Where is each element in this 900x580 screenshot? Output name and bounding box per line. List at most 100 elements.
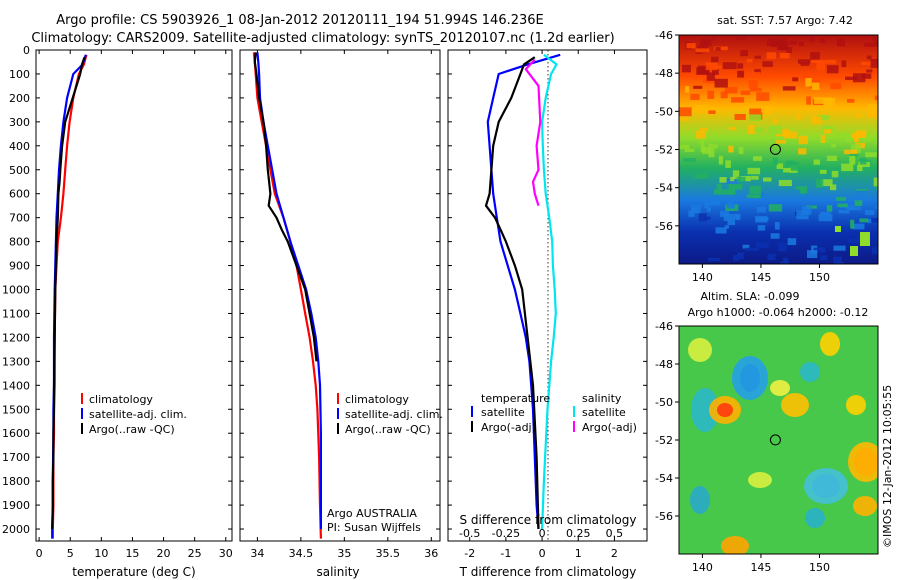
sla-map-title-line2: Argo h1000: -0.064 h2000: -0.12 [688,306,869,319]
salinity-annotation-line2: PI: Susan Wijffels [327,521,421,534]
y-tick-label: 900 [9,260,30,273]
sst-pixel [787,238,797,246]
salinity-tick-label: -0.5 [459,527,480,540]
x-tick-label: 1 [575,547,582,560]
sst-pixel [707,90,715,99]
sst-pixel [683,158,696,162]
sst-pixel [724,86,738,94]
sst-pixel [874,95,878,101]
sst-pixel [753,156,762,161]
sst-pixel [867,218,873,224]
sst-pixel [685,86,690,93]
y-tick-label: 800 [9,236,30,249]
sst-pixel [728,183,743,190]
sst-pixel [810,52,820,60]
sla-eddy [688,338,712,362]
sst-pixel [844,149,858,155]
sst-pixel [871,217,878,223]
sst-pixel [818,214,833,222]
sst-pixel [695,48,710,53]
sla-eddy [853,496,877,516]
sst-pixel [871,36,878,42]
sst-pixel [845,76,857,80]
x-tick-label: 25 [188,547,202,560]
sst-pixel [737,70,745,78]
sst-pixel [835,133,848,137]
sst-pixel [845,138,853,143]
sst-pixel [728,127,737,131]
sst-pixel [708,144,718,149]
sst-pixel [757,225,766,231]
x-tick-label: 34 [250,547,264,560]
sst-pixel [754,69,761,74]
map-x-tick-label: 145 [750,271,771,284]
x-tick-label: -2 [464,547,475,560]
sla-map-panel: Altim. SLA: -0.099 Argo h1000: -0.064 h2… [655,290,879,574]
x-tick-label: 36 [424,547,438,560]
sst-pixel [848,238,860,243]
sst-pixel [820,255,828,261]
sst-pixel [740,176,751,182]
sst-pixel [753,194,761,199]
differences-salinity-ticks: -0.5 -0.25 0 0.25 0.5 [459,527,623,540]
sst-pixel [813,159,821,165]
sst-pixel [725,160,731,168]
sst-pixel [715,46,721,51]
sst-pixel [699,38,712,47]
temperature-x-ticks: 0 5 10 15 20 25 30 [36,50,233,560]
y-tick-label: 1100 [2,307,30,320]
sst-pixel [865,152,877,158]
sst-pixel [699,138,705,145]
sst-pixel [708,110,716,115]
sst-pixel [819,38,825,44]
sst-pixel [779,53,790,59]
sst-pixel [841,163,854,172]
sla-eddy [846,395,866,415]
salinity-y-ticks [240,49,440,530]
sst-pixel [852,132,865,138]
sst-pixel [877,38,878,45]
figure-title-line2: Climatology: CARS2009. Satellite-adjuste… [31,31,614,46]
sst-pixel [749,114,762,122]
sst-pixel [713,189,726,195]
sst-pixel [699,127,708,131]
salinity-annotation-line1: Argo AUSTRALIA [327,507,417,520]
sst-pixel [736,176,746,182]
sst-pixel [853,73,866,83]
sst-pixel [800,62,810,66]
series-line-satellite [540,53,558,530]
x-tick-label: 10 [94,547,108,560]
sst-pixel [745,247,759,251]
differences-panel: -2 -1 0 1 2 -0.5 -0.25 0 0.25 0.5 temperature sa… [447,49,648,579]
map-x-tick-label: 145 [750,561,771,574]
sst-pixel [831,170,839,178]
figure-title-line1: Argo profile: CS 5903926_1 08-Jan-2012 2… [56,13,544,28]
legend-label-argo: Argo(..raw -QC) [345,423,431,436]
sst-pixel [796,210,809,220]
sst-pixel [826,205,833,212]
sst-pixel [710,65,722,69]
sst-pixel [749,185,762,195]
sla-eddy [691,388,719,432]
sst-pixel [724,178,739,185]
sst-pixel [784,131,798,139]
sst-pixel [740,90,751,95]
y-tick-label: 1800 [2,475,30,488]
sst-pixel [694,173,709,179]
sst-pixel [711,35,717,41]
sla-eddy [781,393,809,417]
sst-pixel [876,132,878,141]
sst-pixel [754,55,762,59]
sst-pixel [850,246,858,256]
sst-pixel [767,38,776,46]
sst-pixel [746,194,760,198]
sst-pixel [798,148,807,155]
salinity-axes [239,49,441,542]
differences-x-ticks: -2 -1 0 1 2 [464,50,618,560]
sst-pixel [712,69,719,75]
sst-pixel [823,129,832,134]
sst-pixel [873,177,878,187]
sst-pixel [833,245,846,251]
sst-pixel [679,107,692,117]
series-line-satellite-adj-clim- [256,52,322,529]
